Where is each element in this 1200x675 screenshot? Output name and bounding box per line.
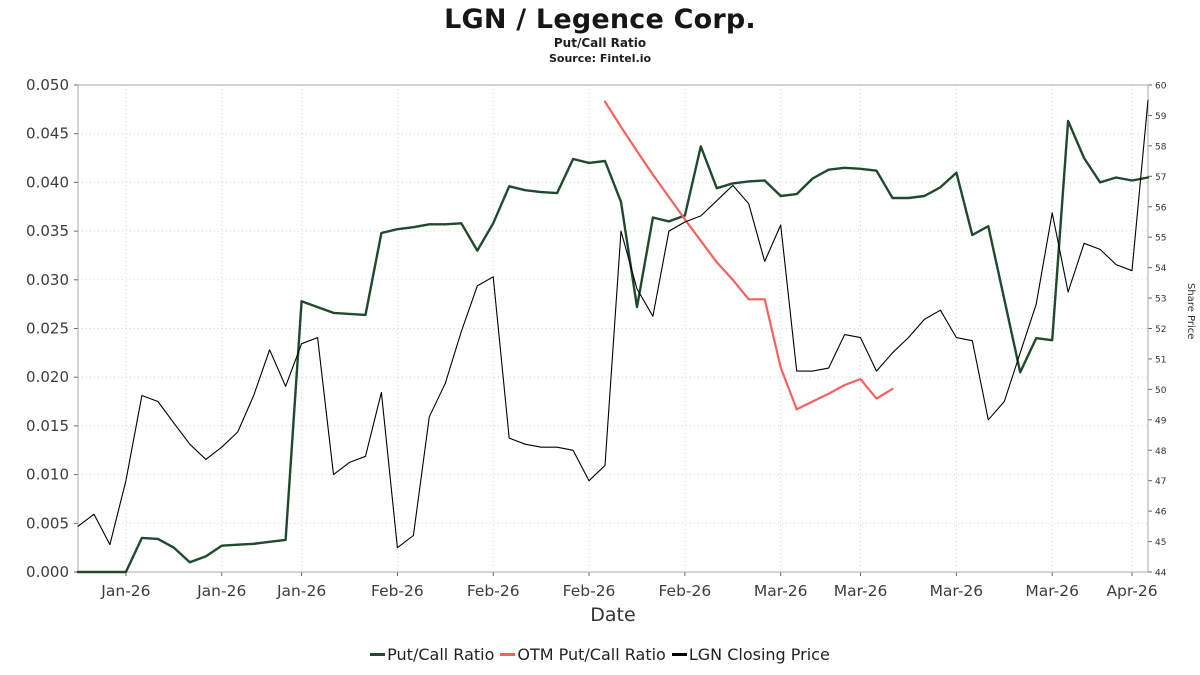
y-axis-tick-label: 0.015	[26, 417, 69, 435]
x-axis-title: Date	[590, 604, 636, 626]
y-axis-tick-label: 0.035	[26, 222, 69, 240]
right-axis-title: Share Price	[1185, 283, 1196, 340]
chart-subtitle: Put/Call Ratio	[553, 36, 647, 50]
x-axis-tick-label: Mar-26	[1025, 582, 1079, 600]
y-axis-tick-label: 0.050	[26, 76, 69, 94]
right-axis-tick-label: 59	[1155, 112, 1167, 122]
x-axis-tick-label: Jan-26	[276, 582, 326, 600]
right-axis-tick-label: 58	[1155, 142, 1167, 152]
x-axis-tick-label: Jan-26	[196, 582, 246, 600]
y-axis-tick-label: 0.020	[26, 368, 69, 386]
legend-swatch-put-call-ratio	[370, 653, 386, 656]
right-axis-tick-label: 51	[1155, 355, 1166, 365]
legend-label-otm-put-call-ratio: OTM Put/Call Ratio	[517, 645, 666, 664]
x-axis-tick-label: Feb-26	[563, 582, 616, 600]
series-line-otm-put-call-ratio	[603, 100, 894, 411]
x-axis-tick-label: Mar-26	[834, 582, 888, 600]
y-axis-tick-label: 0.030	[26, 271, 69, 289]
right-axis-tick-label: 50	[1155, 386, 1167, 396]
right-axis-tick-label: 57	[1155, 173, 1166, 183]
x-axis-tick-label: Feb-26	[467, 582, 520, 600]
legend-label-put-call-ratio: Put/Call Ratio	[387, 645, 495, 664]
chart-source: Source: Fintel.io	[548, 52, 652, 65]
y-axis-tick-label: 0.005	[26, 514, 69, 532]
right-axis-tick-label: 49	[1155, 416, 1167, 426]
right-axis-tick-label: 54	[1155, 264, 1167, 274]
series-line-lgn-closing-price	[77, 99, 1149, 549]
x-axis-tick-label: Feb-26	[371, 582, 424, 600]
legend-swatch-lgn-closing-price	[671, 653, 687, 656]
right-axis-tick-label: 48	[1155, 447, 1167, 457]
right-axis-tick-label: 55	[1155, 234, 1166, 244]
y-axis-tick-label: 0.025	[26, 320, 69, 338]
right-axis-tick-label: 44	[1155, 569, 1167, 579]
right-axis-tick-label: 45	[1155, 538, 1166, 548]
chart-legend: Put/Call Ratio OTM Put/Call Ratio LGN Clos…	[0, 645, 1200, 664]
legend-item-lgn-closing-price: LGN Closing Price	[671, 645, 830, 664]
x-axis-tick-label: Jan-26	[100, 582, 150, 600]
chart-title: LGN / Legence Corp.	[444, 4, 756, 35]
right-axis-tick-label: 52	[1155, 325, 1166, 335]
right-axis-tick-label: 56	[1155, 203, 1167, 213]
plot-border	[77, 84, 1149, 573]
right-axis-tick-label: 60	[1155, 82, 1167, 92]
right-axis-tick-label: 53	[1155, 295, 1166, 305]
legend-item-otm-put-call-ratio: OTM Put/Call Ratio	[500, 645, 666, 664]
legend-swatch-otm-put-call-ratio	[500, 653, 516, 656]
x-axis-tick-label: Feb-26	[658, 582, 711, 600]
series-line-put-call-ratio	[76, 119, 1150, 574]
y-axis-tick-label: 0.045	[26, 125, 69, 143]
x-axis-tick-label: Mar-26	[930, 582, 984, 600]
x-axis-tick-label: Apr-26	[1106, 582, 1157, 600]
y-axis-tick-label: 0.040	[26, 173, 69, 191]
y-axis-tick-label: 0.000	[26, 563, 69, 581]
legend-item-put-call-ratio: Put/Call Ratio	[370, 645, 494, 664]
y-axis-tick-label: 0.010	[26, 466, 69, 484]
legend-label-lgn-closing-price: LGN Closing Price	[688, 645, 830, 664]
x-axis-tick-label: Mar-26	[754, 582, 808, 600]
right-axis-tick-label: 46	[1155, 508, 1167, 518]
right-axis-tick-label: 47	[1155, 477, 1166, 487]
